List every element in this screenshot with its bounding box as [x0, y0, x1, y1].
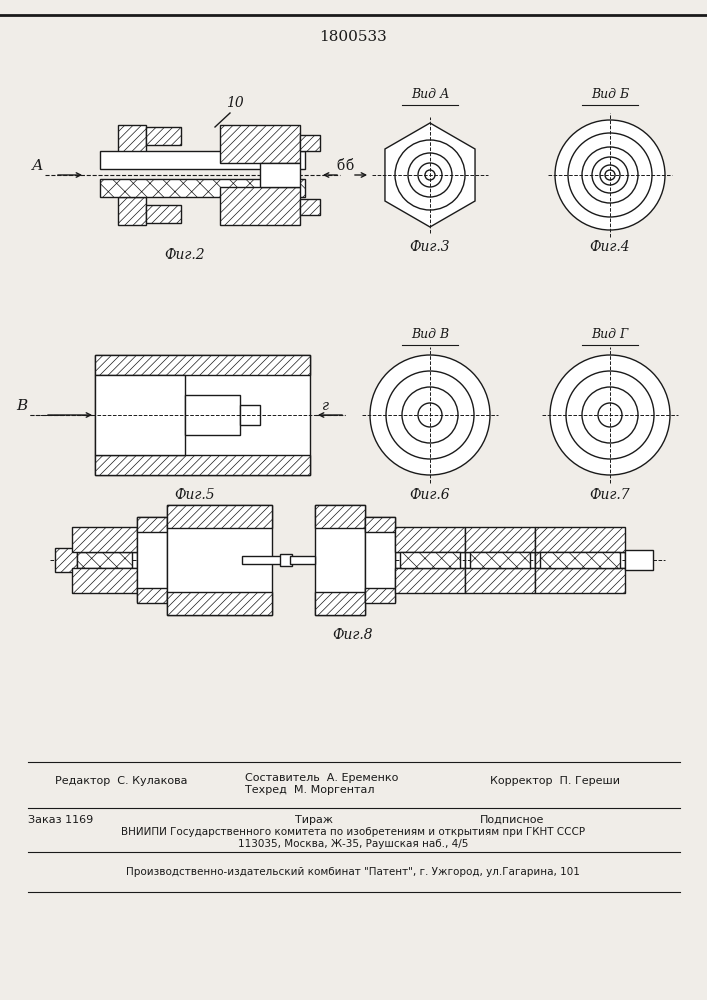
- Bar: [95, 355, 310, 475]
- Bar: [290, 556, 315, 564]
- Circle shape: [408, 153, 452, 197]
- Text: Фиг.2: Фиг.2: [165, 248, 205, 262]
- Text: Фиг.8: Фиг.8: [333, 628, 373, 642]
- Text: б: б: [337, 159, 345, 173]
- Bar: [72, 552, 137, 568]
- Text: Вид Г: Вид Г: [591, 328, 629, 342]
- Bar: [100, 179, 305, 197]
- Circle shape: [418, 403, 442, 427]
- Bar: [625, 550, 653, 570]
- Bar: [118, 125, 146, 153]
- Text: Техред  М. Моргентал: Техред М. Моргентал: [245, 785, 375, 795]
- Circle shape: [592, 157, 628, 193]
- Bar: [220, 187, 300, 225]
- Bar: [146, 127, 181, 145]
- Bar: [72, 568, 137, 593]
- Bar: [540, 552, 620, 568]
- Circle shape: [582, 387, 638, 443]
- Bar: [300, 199, 320, 215]
- Text: Фиг.6: Фиг.6: [409, 488, 450, 502]
- Bar: [95, 375, 185, 455]
- Circle shape: [555, 120, 665, 230]
- Bar: [95, 355, 310, 375]
- Bar: [137, 588, 167, 603]
- Circle shape: [550, 355, 670, 475]
- Circle shape: [598, 403, 622, 427]
- Circle shape: [395, 140, 465, 210]
- Bar: [465, 527, 535, 552]
- Text: 113035, Москва, Ж-35, Раушская наб., 4/5: 113035, Москва, Ж-35, Раушская наб., 4/5: [238, 839, 468, 849]
- Text: А: А: [33, 159, 44, 173]
- Text: Заказ 1169: Заказ 1169: [28, 815, 93, 825]
- Bar: [365, 588, 395, 603]
- Text: 1800533: 1800533: [319, 30, 387, 44]
- Bar: [95, 455, 310, 475]
- Circle shape: [370, 355, 490, 475]
- Bar: [260, 163, 300, 187]
- Text: Вид В: Вид В: [411, 328, 449, 342]
- Circle shape: [568, 133, 652, 217]
- Bar: [365, 517, 395, 532]
- Bar: [535, 552, 625, 568]
- Bar: [185, 395, 240, 435]
- Text: Составитель  А. Еременко: Составитель А. Еременко: [245, 773, 398, 783]
- Bar: [167, 505, 272, 615]
- Bar: [167, 505, 272, 528]
- Text: Корректор  П. Гереши: Корректор П. Гереши: [490, 776, 620, 786]
- Bar: [315, 592, 365, 615]
- Circle shape: [600, 165, 620, 185]
- Text: Фиг.3: Фиг.3: [409, 240, 450, 254]
- Bar: [137, 517, 167, 602]
- Bar: [137, 517, 167, 532]
- Bar: [280, 554, 292, 566]
- Text: Фиг.4: Фиг.4: [590, 240, 631, 254]
- Bar: [535, 568, 625, 593]
- Bar: [465, 568, 535, 593]
- Bar: [395, 552, 465, 568]
- Bar: [118, 197, 146, 225]
- Bar: [167, 592, 272, 615]
- Text: б: б: [345, 159, 354, 173]
- Circle shape: [386, 371, 474, 459]
- Bar: [242, 556, 282, 564]
- Polygon shape: [385, 123, 475, 227]
- Text: г: г: [322, 399, 329, 413]
- Text: Производственно-издательский комбинат "Патент", г. Ужгород, ул.Гагарина, 101: Производственно-издательский комбинат "П…: [126, 867, 580, 877]
- Bar: [535, 552, 553, 568]
- Bar: [395, 527, 465, 552]
- Text: Подписное: Подписное: [480, 815, 544, 825]
- Circle shape: [425, 170, 435, 180]
- Bar: [72, 527, 137, 552]
- Bar: [240, 405, 260, 425]
- Bar: [315, 505, 365, 615]
- Text: Вид Б: Вид Б: [591, 89, 629, 102]
- Circle shape: [605, 170, 615, 180]
- Text: ВНИИПИ Государственного комитета по изобретениям и открытиям при ГКНТ СССР: ВНИИПИ Государственного комитета по изоб…: [121, 827, 585, 837]
- Bar: [100, 151, 305, 169]
- Bar: [470, 552, 530, 568]
- Bar: [77, 552, 132, 568]
- Bar: [146, 205, 181, 223]
- Circle shape: [402, 387, 458, 443]
- Bar: [395, 568, 465, 593]
- Bar: [535, 527, 625, 552]
- Bar: [315, 505, 365, 528]
- Text: Фиг.7: Фиг.7: [590, 488, 631, 502]
- Text: Фиг.5: Фиг.5: [175, 488, 216, 502]
- Bar: [465, 552, 535, 568]
- Bar: [55, 548, 77, 572]
- Text: Редактор  С. Кулакова: Редактор С. Кулакова: [55, 776, 187, 786]
- Text: Вид А: Вид А: [411, 89, 449, 102]
- Bar: [300, 135, 320, 151]
- Circle shape: [566, 371, 654, 459]
- Bar: [365, 517, 395, 602]
- Text: В: В: [16, 399, 28, 413]
- Text: Тираж: Тираж: [295, 815, 333, 825]
- Circle shape: [418, 163, 442, 187]
- Text: 10: 10: [226, 96, 244, 110]
- Bar: [400, 552, 460, 568]
- Circle shape: [582, 147, 638, 203]
- Bar: [220, 125, 300, 163]
